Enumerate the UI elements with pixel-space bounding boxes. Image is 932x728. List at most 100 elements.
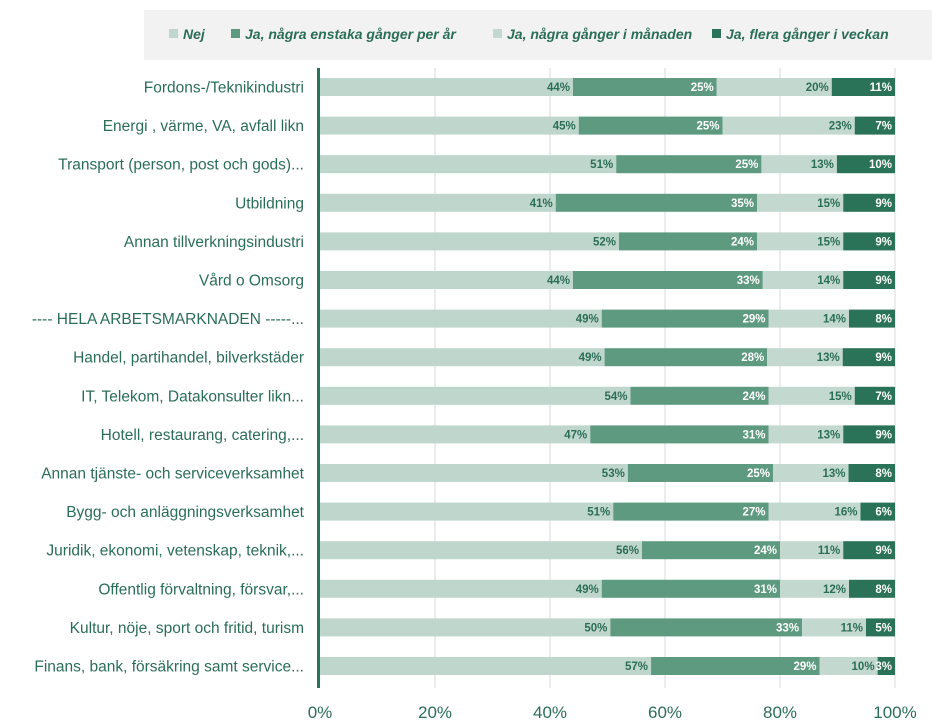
data-label: 13% (817, 352, 840, 364)
data-label: 13% (823, 468, 846, 480)
bar-segment (320, 193, 556, 212)
x-tick-label: 100% (873, 703, 916, 722)
data-label: 8% (875, 468, 892, 480)
bar-segment (320, 464, 628, 482)
data-label: 29% (742, 314, 765, 326)
data-label: 33% (737, 275, 760, 287)
bar-segment (843, 232, 895, 251)
data-label: 13% (817, 429, 840, 441)
bar-segment (619, 232, 757, 251)
data-label: 12% (823, 584, 846, 596)
data-label: 9% (875, 198, 892, 210)
bar-segment (854, 116, 895, 135)
bar-segment (613, 502, 769, 521)
data-label: 31% (754, 584, 777, 596)
data-label: 8% (875, 314, 892, 326)
bar-segment (819, 657, 878, 675)
bar-segment (320, 116, 579, 135)
bar-segment (865, 618, 895, 637)
data-label: 45% (553, 121, 576, 133)
bar-segment (320, 657, 652, 675)
bar-segment (320, 78, 573, 96)
data-label: 44% (547, 275, 570, 287)
category-label: ---- HELA ARBETSMARKNADEN -----... (32, 311, 304, 328)
bar-segment (601, 579, 780, 598)
bar-segment (651, 657, 820, 675)
bar-segment (768, 386, 855, 405)
data-label: 15% (817, 198, 840, 210)
data-label: 9% (875, 429, 892, 441)
data-label: 7% (875, 121, 892, 133)
bar-segment (768, 309, 849, 328)
bar-segment (716, 78, 832, 96)
category-label: Juridik, ekonomi, vetenskap, teknik,... (46, 543, 304, 560)
x-tick-label: 80% (763, 703, 797, 722)
bar-segment (854, 386, 895, 405)
category-label: Bygg- och anläggningsverksamhet (66, 504, 304, 521)
data-label: 25% (696, 121, 719, 133)
bar-segment (768, 502, 861, 521)
x-axis-ticks: 0% 20% 40% 60% 80% 100% (308, 703, 917, 722)
data-label: 9% (875, 545, 892, 557)
data-label: 56% (616, 545, 639, 557)
data-label: 11% (841, 622, 863, 634)
bar-segment (320, 348, 605, 367)
category-label: Transport (person, post och gods)... (58, 157, 304, 174)
bar-segment (843, 271, 895, 289)
category-label: Fordons-/Teknikindustri (144, 80, 304, 97)
category-label: Finans, bank, försäkring samt service... (34, 659, 304, 676)
data-label: 7% (875, 391, 892, 403)
data-label: 3% (875, 661, 892, 673)
data-label: 24% (754, 545, 777, 557)
data-label: 11% (818, 545, 840, 557)
bar-segment (630, 386, 769, 405)
bar-segment (627, 464, 774, 482)
category-label: Annan tillverkningsindustri (124, 234, 304, 251)
data-label: 49% (576, 584, 599, 596)
data-label: 5% (875, 622, 892, 634)
data-label: 29% (793, 661, 816, 673)
data-label: 52% (593, 236, 616, 248)
category-label: IT, Telekom, Datakonsulter likn... (81, 388, 304, 405)
bar-segment (843, 425, 895, 444)
data-label: 25% (735, 159, 758, 171)
data-label: 13% (811, 159, 834, 171)
category-label: Energi , värme, VA, avfall likn (103, 118, 304, 135)
data-label: 10% (852, 661, 875, 673)
bar-segment (761, 155, 837, 174)
legend: Nej Ja, några enstaka gånger per år Ja, nå… (169, 26, 889, 42)
bar-segment (320, 541, 642, 560)
bar-segment (767, 348, 843, 367)
bar-segment (573, 271, 763, 289)
data-label: 25% (747, 468, 770, 480)
legend-label: Ja, några gånger i månaden (507, 26, 692, 42)
bar-segment (762, 271, 844, 289)
data-label: 9% (875, 352, 892, 364)
bar-segment (780, 579, 849, 598)
legend-swatch (169, 29, 178, 38)
data-label: 41% (530, 198, 553, 210)
bars: 44% 25% 20% 11% 45% 25% 23% 7% 51% 25% 13% 10% 41% 35… (320, 78, 895, 675)
bar-segment (601, 309, 769, 328)
data-label: 51% (590, 159, 613, 171)
data-label: 14% (823, 314, 846, 326)
data-label: 25% (691, 82, 714, 94)
data-label: 54% (604, 391, 627, 403)
bar-segment (642, 541, 780, 560)
x-tick-label: 40% (533, 703, 567, 722)
bar-segment (578, 116, 723, 135)
data-label: 44% (547, 82, 570, 94)
data-label: 47% (564, 429, 587, 441)
category-label: Hotell, restaurang, catering,... (101, 427, 304, 444)
category-label: Handel, partihandel, bilverkstäder (73, 350, 304, 367)
bar-segment (848, 464, 895, 482)
bar-segment (773, 464, 849, 482)
legend-swatch (712, 29, 721, 38)
data-label: 15% (817, 236, 840, 248)
legend-label: Ja, flera gånger i veckan (726, 26, 889, 42)
category-label: Vård o Omsorg (199, 273, 304, 290)
bar-segment (842, 348, 895, 367)
bar-segment (320, 579, 602, 598)
data-label: 9% (875, 275, 892, 287)
bar-segment (610, 618, 803, 637)
